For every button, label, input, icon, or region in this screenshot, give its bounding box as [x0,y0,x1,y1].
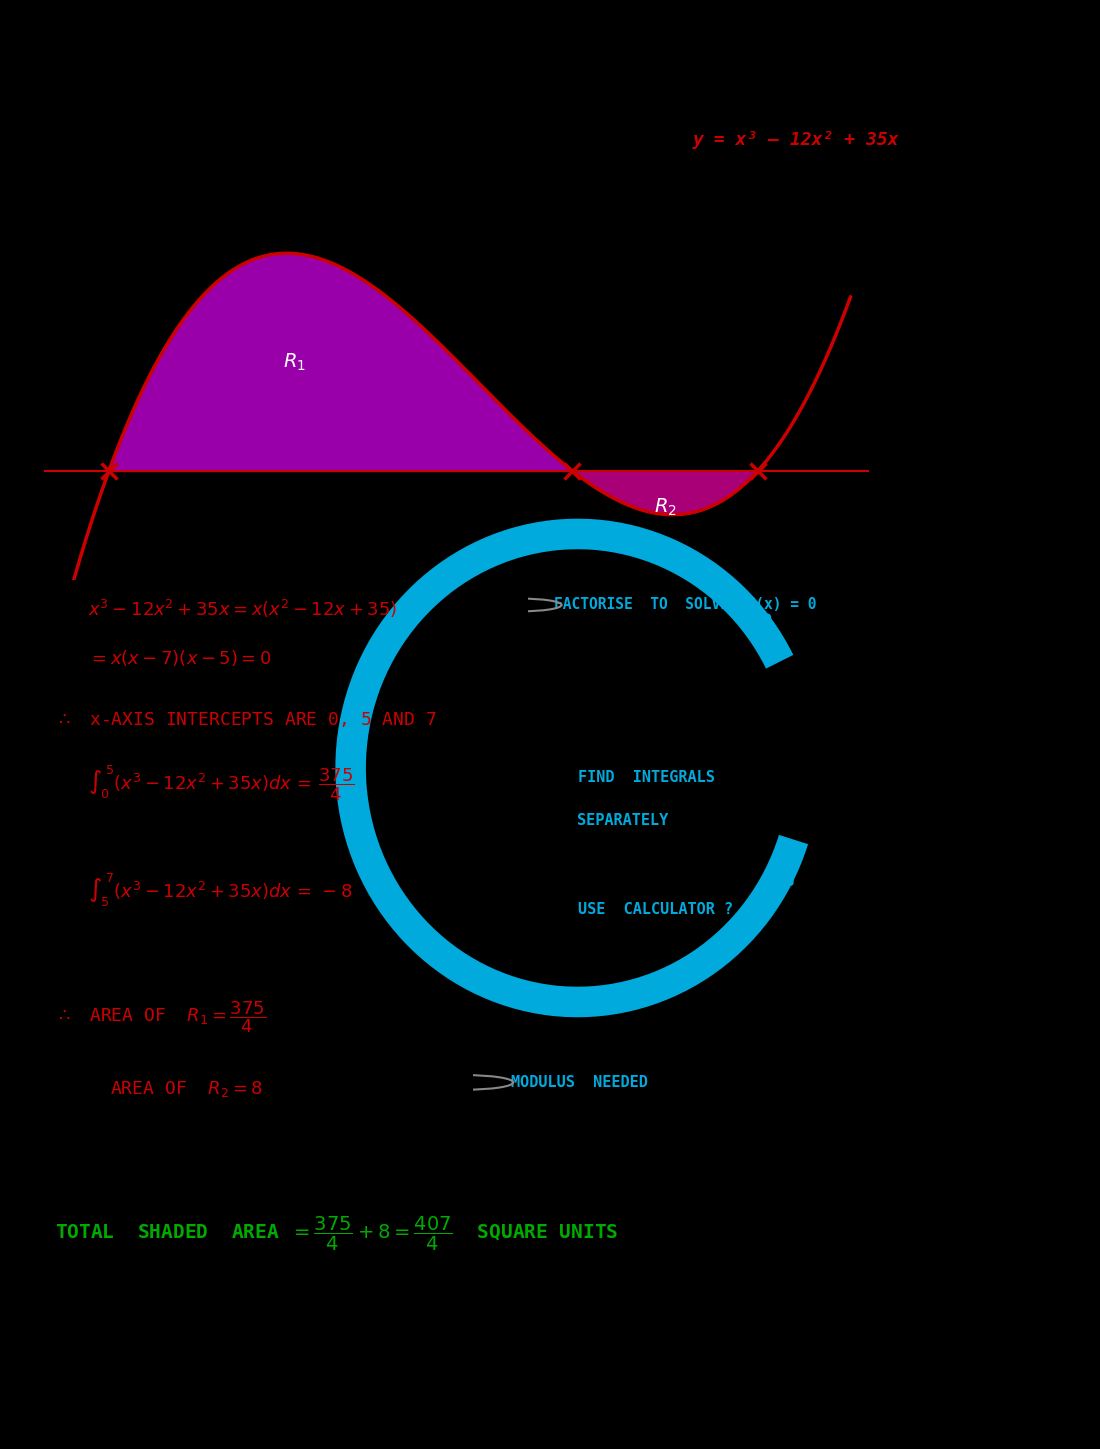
Text: FIND  INTEGRALS: FIND INTEGRALS [578,769,714,784]
Text: y = x³ – 12x² + 35x: y = x³ – 12x² + 35x [693,130,900,149]
Text: $R_1$: $R_1$ [283,352,306,372]
Text: FACTORISE  TO  SOLVE  f(x) = 0: FACTORISE TO SOLVE f(x) = 0 [554,597,816,613]
Text: TOTAL  SHADED  AREA $=\dfrac{375}{4}+8=\dfrac{407}{4}$  SQUARE UNITS: TOTAL SHADED AREA $=\dfrac{375}{4}+8=\df… [55,1214,618,1253]
Text: $\int_5^{\,7}(x^3-12x^2+35x)dx\,=\,-8$: $\int_5^{\,7}(x^3-12x^2+35x)dx\,=\,-8$ [88,872,353,910]
Text: MODULUS  NEEDED: MODULUS NEEDED [510,1075,648,1090]
Text: $\therefore\;$ AREA OF  $R_1=\dfrac{375}{4}$: $\therefore\;$ AREA OF $R_1=\dfrac{375}{… [55,998,266,1035]
Text: $\int_0^{\,5}(x^3-12x^2+35x)dx\,=\,\dfrac{375}{4}$: $\int_0^{\,5}(x^3-12x^2+35x)dx\,=\,\dfra… [88,764,354,803]
Text: SEPARATELY: SEPARATELY [578,813,669,827]
Text: $\therefore\;$ x-AXIS INTERCEPTS ARE 0, 5 AND 7: $\therefore\;$ x-AXIS INTERCEPTS ARE 0, … [55,710,437,729]
Text: $= x(x-7)(x-5)=0$: $= x(x-7)(x-5)=0$ [88,648,272,668]
Text: $R_2$: $R_2$ [653,497,676,517]
Text: $x^3-12x^2+35x = x(x^2-12x+35)$: $x^3-12x^2+35x = x(x^2-12x+35)$ [88,598,397,620]
Text: USE  CALCULATOR ?: USE CALCULATOR ? [578,901,733,917]
Text: AREA OF  $R_2=8$: AREA OF $R_2=8$ [110,1080,263,1098]
